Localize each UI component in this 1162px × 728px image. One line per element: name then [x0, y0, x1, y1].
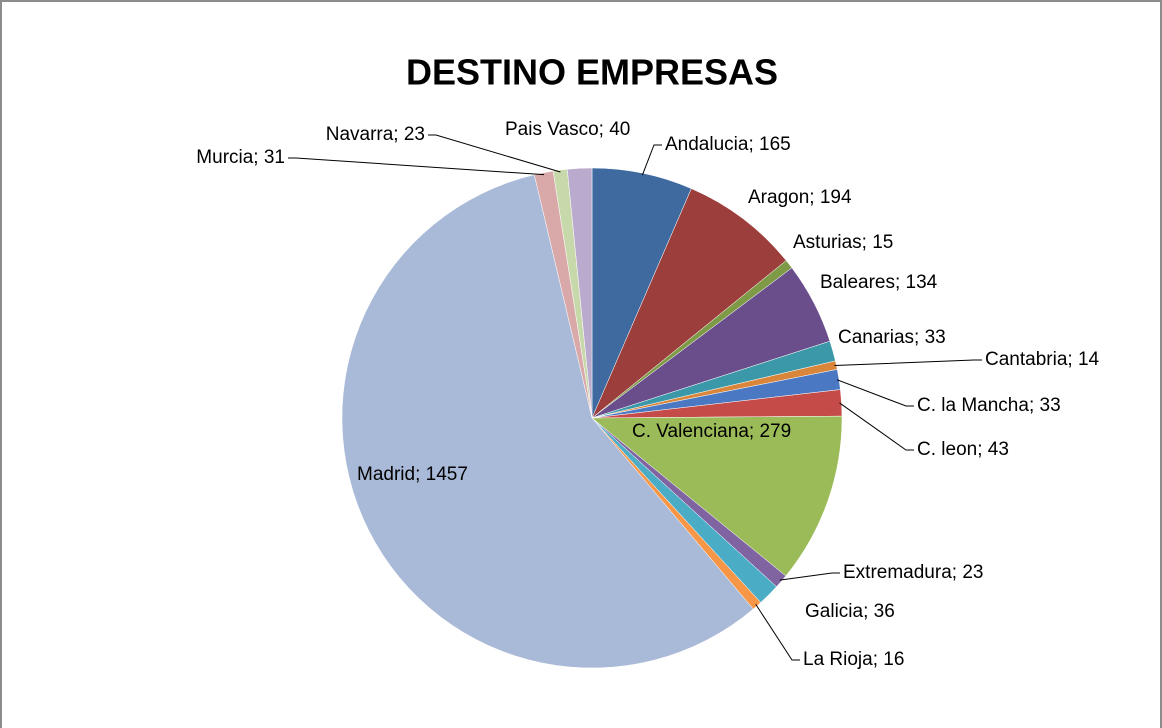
data-label: Baleares; 134	[820, 272, 938, 293]
data-label: Asturias; 15	[793, 232, 893, 253]
data-label: Aragon; 194	[748, 187, 852, 208]
data-label: Navarra; 23	[326, 124, 425, 145]
chart-title: DESTINO EMPRESAS	[406, 52, 778, 93]
data-label: Madrid; 1457	[357, 464, 468, 485]
data-label: C. Valenciana; 279	[632, 421, 791, 442]
data-label: Cantabria; 14	[985, 349, 1100, 370]
data-label: C. la Mancha; 33	[917, 395, 1061, 416]
leader-line	[839, 402, 914, 451]
data-label: La Rioja; 16	[803, 649, 904, 670]
pie-slice	[341, 174, 754, 669]
data-label: Andalucia; 165	[665, 134, 791, 155]
pie-slice	[591, 188, 787, 419]
data-label: Canarias; 33	[838, 327, 946, 348]
data-label: C. leon; 43	[917, 439, 1009, 460]
leader-line	[288, 157, 545, 176]
leader-line	[755, 604, 800, 661]
leader-line	[779, 572, 840, 581]
pie-slice	[566, 167, 593, 419]
leader-line	[641, 144, 662, 176]
data-label: Pais Vasco; 40	[505, 119, 630, 140]
data-label: Extremadura; 23	[843, 562, 983, 583]
leader-line	[428, 134, 561, 173]
leader-line	[836, 379, 914, 407]
pie-slice	[591, 415, 843, 577]
data-label: Murcia; 31	[196, 147, 285, 168]
data-label: Galicia; 36	[805, 601, 895, 622]
leader-line	[834, 359, 982, 367]
